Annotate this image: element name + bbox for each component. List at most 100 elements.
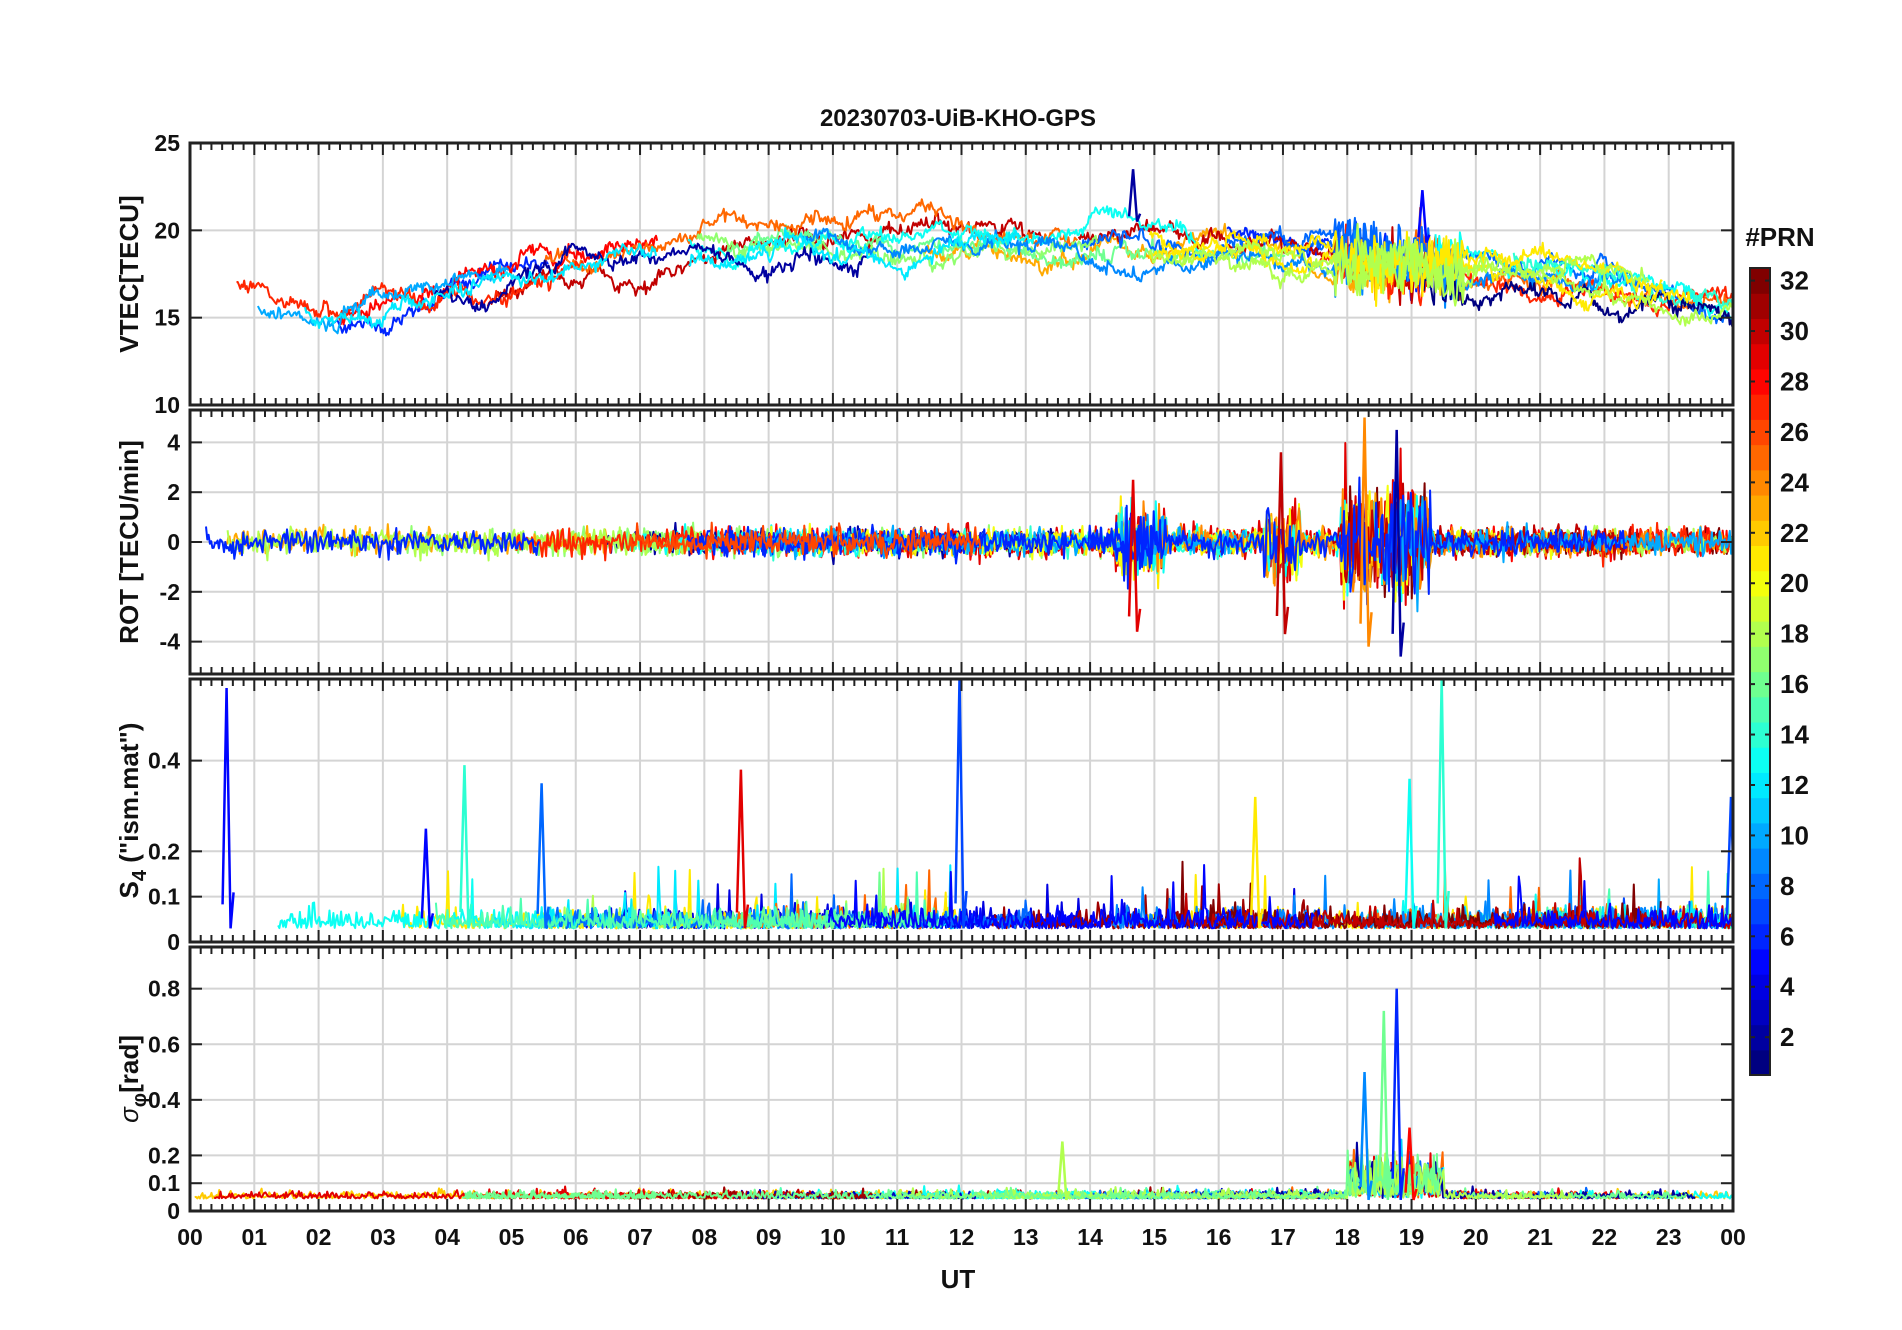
colorbar-segment	[1750, 1024, 1770, 1051]
colorbar-tick-label: 20	[1780, 568, 1809, 598]
x-tick-label: 03	[370, 1224, 396, 1250]
series-line-prn-12	[688, 226, 1022, 281]
series-line-prn-2	[432, 242, 869, 313]
colorbar-tick-label: 16	[1780, 669, 1809, 699]
panel-s4: 0 0.1 0.2 0.4S4 ("ism.mat")	[114, 677, 1735, 955]
x-tick-label: 04	[434, 1224, 460, 1250]
colorbar-segment	[1750, 520, 1770, 547]
panel-sigma_phi-ylabel: σφ[rad]	[114, 1035, 151, 1123]
series-spike	[1391, 429, 1405, 657]
series-spike	[459, 765, 473, 929]
panel-s4-series	[221, 679, 1733, 930]
colorbar-tick-label: 22	[1780, 518, 1809, 548]
colorbar-tick-label: 10	[1780, 820, 1809, 850]
x-tick-label: 15	[1142, 1224, 1168, 1250]
colorbar-segment	[1750, 318, 1770, 345]
series-line-prn-2	[1199, 1141, 1696, 1200]
ylabel-main: σ	[114, 1106, 144, 1123]
colorbar-segment	[1750, 772, 1770, 799]
colorbar-segment	[1750, 822, 1770, 849]
series-line-prn-5	[1493, 875, 1733, 930]
ylabel-sub: 4	[129, 869, 151, 881]
series-line-prn-10	[256, 263, 510, 335]
colorbar-segment	[1750, 721, 1770, 748]
y-tick-label: 0	[167, 1198, 180, 1224]
x-tick-label: 00	[177, 1224, 203, 1250]
y-tick-label: 10	[154, 392, 180, 418]
y-tick-label: 4	[167, 429, 180, 455]
panel-rot-ylabel: ROT [TECU/min]	[114, 440, 144, 644]
x-tick-label: 20	[1463, 1224, 1489, 1250]
series-spike	[1359, 1072, 1373, 1201]
colorbar-segment	[1750, 646, 1770, 673]
x-axis-label: UT	[941, 1264, 976, 1294]
y-tick-label: 15	[154, 305, 180, 331]
series-line-prn-1	[1422, 263, 1733, 327]
x-tick-label: 06	[563, 1224, 589, 1250]
x-tick-label: 08	[692, 1224, 718, 1250]
y-tick-label: 0.1	[148, 884, 180, 910]
y-tick-label: 0.2	[148, 838, 180, 864]
colorbar-tick-label: 6	[1780, 921, 1794, 951]
colorbar-label: #PRN	[1745, 222, 1814, 252]
series-line-prn-6	[1087, 476, 1628, 606]
colorbar-segment	[1750, 923, 1770, 950]
x-tick-label: 14	[1077, 1224, 1103, 1250]
panels-layer: 10 15 20 25 VTEC[TECU] -4 -2 0 2 4 ROT [TECU/min] 0…	[114, 130, 1735, 1224]
series-spike	[1725, 796, 1733, 916]
panel-sigma_phi-ticks: 00.10.2 0.4 0.6 0.8	[148, 947, 1734, 1224]
x-tick-label: 16	[1206, 1224, 1232, 1250]
y-tick-label: 0.2	[148, 1142, 180, 1168]
series-spike	[1057, 1141, 1071, 1201]
colorbar-tick-label: 18	[1780, 619, 1809, 649]
ylabel-rest: ("ism.mat")	[114, 723, 144, 870]
panel-vtec-series	[236, 169, 1733, 337]
panel-sigma_phi-frame	[188, 945, 1735, 1213]
panel-s4-frame	[188, 677, 1735, 944]
colorbar-tick-label: 8	[1780, 871, 1794, 901]
x-tick-label: 09	[756, 1224, 782, 1250]
colorbar-tick-label: 32	[1780, 266, 1809, 296]
series-line-prn-18	[1148, 222, 1651, 307]
y-tick-label: 0.8	[148, 976, 180, 1002]
y-tick-label: 25	[154, 130, 180, 156]
series-line-prn-8	[1080, 218, 1391, 271]
x-tick-label: 17	[1270, 1224, 1296, 1250]
series-line-prn-5	[827, 864, 1315, 930]
colorbar-segment	[1750, 595, 1770, 622]
series-line-prn-16	[863, 1143, 1443, 1200]
y-tick-label: -2	[160, 579, 180, 605]
panel-rot-series	[205, 417, 1733, 657]
series-spike	[1275, 452, 1290, 635]
y-tick-label: 20	[154, 217, 180, 243]
series-spike	[1417, 190, 1431, 244]
series-line-prn-6	[205, 526, 540, 561]
colorbar-segment	[1750, 898, 1770, 925]
y-tick-label: -4	[160, 629, 181, 655]
x-tick-label: 10	[820, 1224, 846, 1250]
x-tick-label: 00	[1720, 1224, 1746, 1250]
colorbar-segment	[1750, 419, 1770, 446]
colorbar-segment	[1750, 974, 1770, 1000]
y-tick-label: 0	[167, 929, 180, 955]
x-tick-label: 22	[1592, 1224, 1618, 1250]
colorbar-tick-label: 12	[1780, 770, 1809, 800]
series-spike	[954, 679, 968, 929]
x-tick-label: 02	[306, 1224, 332, 1250]
colorbar-segment	[1750, 293, 1770, 320]
colorbar-segment	[1750, 621, 1770, 647]
x-tick-label: 07	[627, 1224, 653, 1250]
y-tick-label: 0.4	[148, 748, 180, 774]
colorbar-tick-label: 26	[1780, 417, 1809, 447]
x-tick-label: 12	[949, 1224, 975, 1250]
series-spike	[1127, 169, 1142, 223]
panel-s4-ylabel: S4 ("ism.mat")	[114, 723, 151, 899]
series-spike	[1359, 417, 1373, 647]
series-line-prn-16	[464, 1188, 855, 1200]
x-tick-label: 13	[1013, 1224, 1039, 1250]
colorbar-frame	[1749, 267, 1771, 1076]
y-tick-label: 0.6	[148, 1031, 180, 1057]
series-spike	[1127, 479, 1142, 632]
